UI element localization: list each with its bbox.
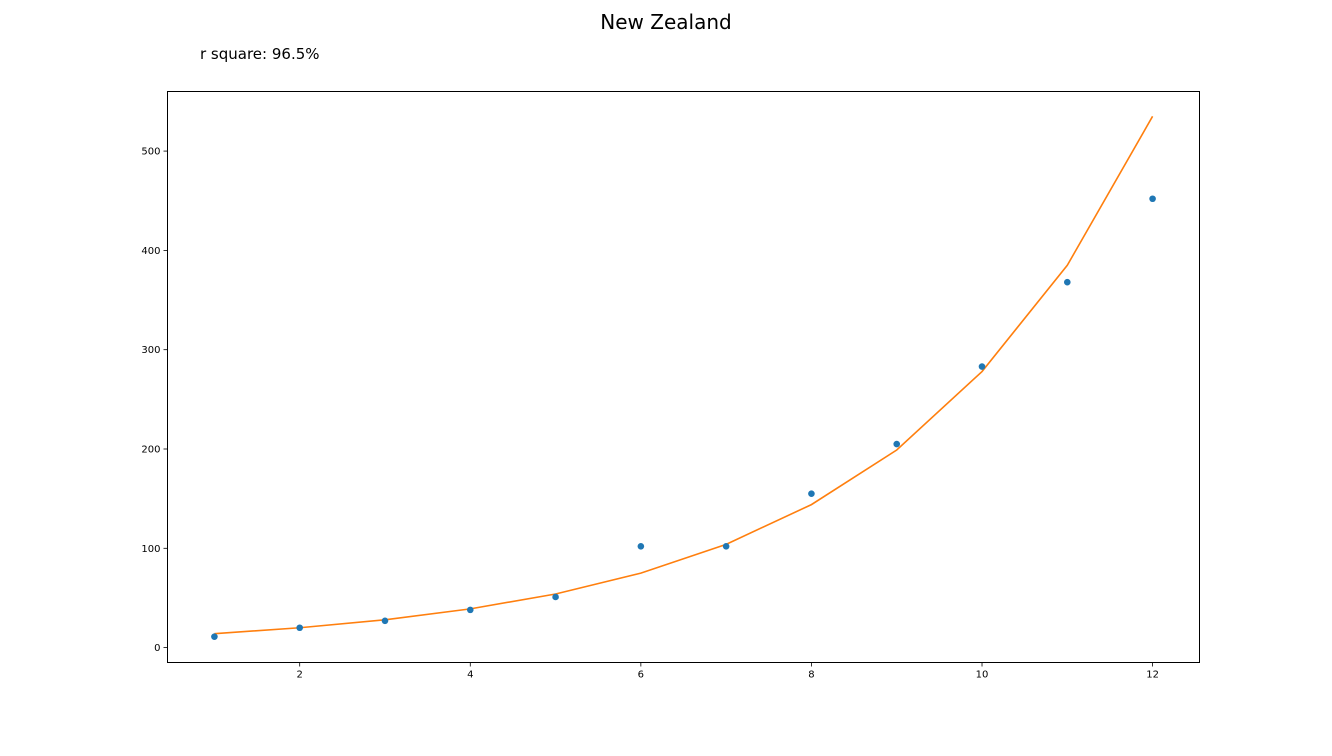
data-point	[978, 363, 986, 370]
data-point	[722, 543, 730, 550]
data-point	[381, 617, 389, 625]
x-tick-label: 2	[297, 670, 303, 681]
plot-frame	[167, 91, 1200, 663]
y-tick-label: 200	[141, 444, 160, 455]
y-tick-label: 300	[141, 345, 160, 356]
y-axis: 0 100 200 300 400 500	[141, 147, 168, 654]
fit-line	[214, 115, 1154, 635]
x-axis: 2 4 6 8 10 12	[297, 662, 1159, 681]
y-tick-label: 100	[141, 544, 160, 555]
chart-title: New Zealand	[600, 10, 732, 34]
data-point	[637, 543, 645, 550]
x-tick-label: 12	[1146, 670, 1159, 681]
data-point	[1149, 195, 1156, 203]
y-tick-label: 500	[141, 147, 160, 158]
data-point	[211, 633, 218, 640]
data-point	[1064, 278, 1071, 286]
data-point	[296, 624, 304, 632]
y-tick-label: 400	[141, 246, 160, 257]
x-tick-label: 8	[808, 670, 814, 681]
data-point	[552, 593, 559, 601]
x-tick-label: 6	[638, 670, 644, 681]
x-tick-label: 4	[467, 670, 473, 681]
data-points-layer	[211, 195, 1156, 640]
r-square-annotation: r square: 96.5%	[200, 45, 320, 63]
fit-line-layer	[214, 115, 1154, 635]
data-point	[466, 606, 474, 614]
data-point	[893, 440, 901, 448]
y-tick-label: 0	[154, 643, 160, 654]
data-point	[808, 490, 815, 497]
x-tick-label: 10	[976, 670, 989, 681]
